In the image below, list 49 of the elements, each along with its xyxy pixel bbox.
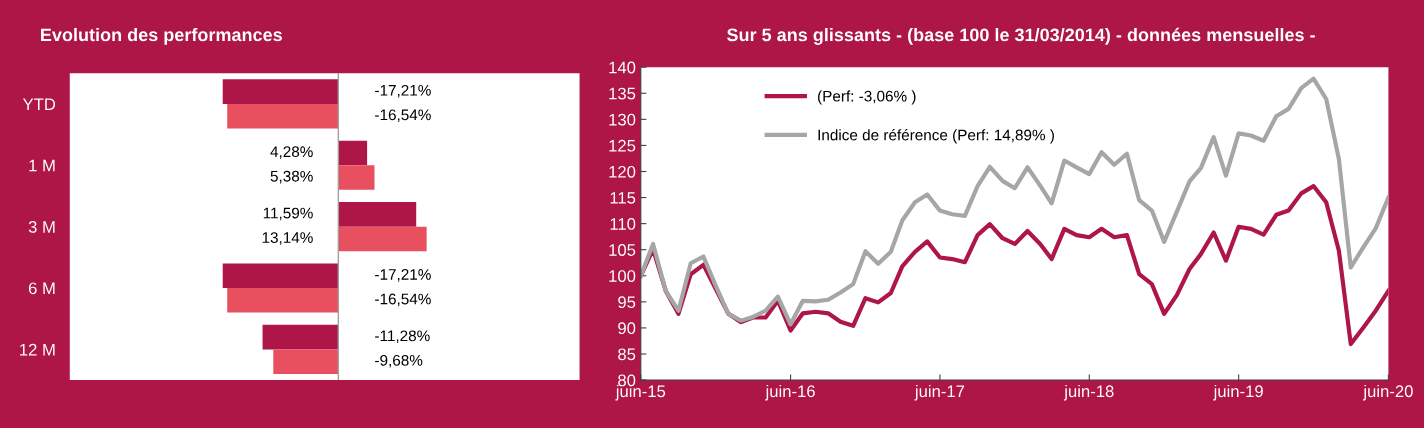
data-label: 13,14% — [262, 232, 313, 245]
bar — [338, 165, 375, 190]
x-tick-label: juin-18 — [1063, 384, 1114, 401]
x-tick-label: juin-16 — [765, 384, 815, 401]
y-tick-label: 90 — [618, 322, 636, 335]
y-tick-label: 1 M — [29, 159, 55, 172]
data-label: -17,21% — [375, 84, 431, 98]
y-tick-label: 80 — [618, 374, 636, 387]
bar — [338, 202, 417, 227]
y-tick-label: 6 M — [28, 282, 55, 295]
x-tick-label: juin-19 — [1213, 384, 1263, 401]
bar — [338, 226, 427, 252]
bar — [338, 140, 368, 166]
bar — [222, 263, 339, 288]
y-tick-label: YTD — [22, 98, 56, 110]
y-tick-label: 120 — [609, 165, 636, 178]
data-label: -16,54% — [375, 293, 431, 307]
bar — [227, 103, 339, 129]
data-label: -17,21% — [375, 269, 431, 282]
x-tick-label: juin-17 — [914, 384, 965, 401]
x-tick-label: juin-15 — [615, 384, 666, 401]
legend-label: Indice de référence (Perf: 14,89% ) — [818, 129, 1054, 144]
y-tick-label: 3 M — [28, 221, 55, 233]
y-tick-label: 12 M — [20, 343, 55, 356]
line-series — [640, 76, 1389, 327]
data-label: -16,54% — [375, 109, 431, 123]
y-tick-label: 110 — [610, 218, 636, 230]
data-label: -11,28% — [375, 330, 430, 344]
data-label: 4,28% — [270, 146, 313, 159]
y-tick-label: 140 — [609, 61, 636, 74]
y-tick-label: 85 — [618, 348, 636, 361]
bar — [222, 79, 339, 104]
y-tick-label: 105 — [609, 244, 636, 256]
x-tick-label: juin-20 — [1362, 384, 1413, 401]
data-label: -9,68% — [375, 354, 423, 368]
chart-title: Evolution des performances — [41, 27, 282, 45]
chart-title: Sur 5 ans glissants - (base 100 le 31/03/2014) - données mensuelles - — [727, 27, 1315, 45]
y-tick-label: 125 — [609, 139, 636, 152]
y-tick-label: 95 — [618, 296, 636, 309]
y-tick-label: 100 — [609, 270, 636, 282]
data-label: 11,59% — [263, 207, 313, 221]
y-tick-label: 115 — [610, 192, 636, 204]
data-label: 5,38% — [270, 170, 313, 184]
legend-label: (Perf: -3,06% ) — [818, 90, 916, 105]
bar — [227, 288, 339, 313]
bar — [262, 324, 339, 350]
bar — [273, 349, 339, 374]
y-tick-label: 130 — [609, 113, 636, 126]
y-tick-label: 135 — [609, 87, 636, 100]
